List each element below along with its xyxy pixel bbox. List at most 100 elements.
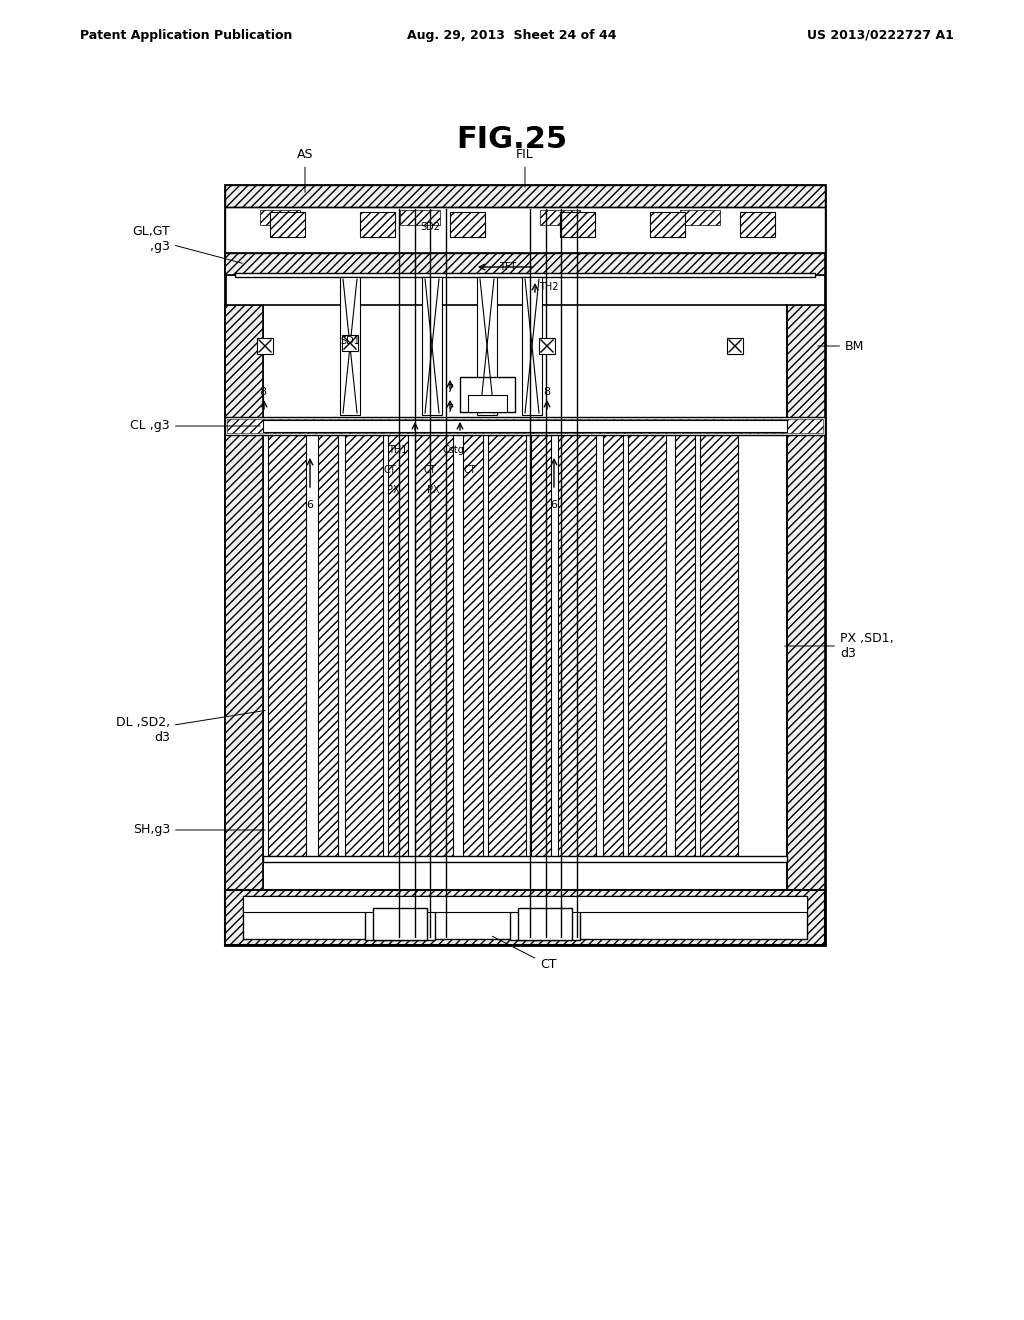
Bar: [488, 436, 526, 855]
Bar: [243, 896, 807, 939]
Bar: [345, 436, 383, 855]
Text: TH1: TH1: [388, 445, 408, 455]
Bar: [365, 900, 435, 940]
Bar: [603, 436, 623, 855]
Text: 7: 7: [446, 384, 454, 393]
Text: PX: PX: [387, 484, 399, 495]
Bar: [539, 338, 555, 354]
Bar: [225, 253, 825, 275]
Bar: [488, 436, 526, 855]
Bar: [340, 277, 360, 414]
Bar: [740, 213, 775, 238]
Bar: [675, 436, 695, 855]
Bar: [787, 305, 825, 890]
Bar: [225, 185, 825, 207]
Bar: [560, 213, 595, 238]
Bar: [263, 855, 787, 862]
Text: SD2: SD2: [420, 222, 440, 232]
Bar: [270, 213, 305, 238]
Bar: [680, 210, 720, 224]
Bar: [700, 436, 738, 855]
Bar: [225, 185, 825, 207]
Bar: [243, 896, 807, 912]
Bar: [400, 210, 440, 224]
Bar: [415, 436, 453, 855]
Text: CT: CT: [493, 936, 556, 972]
Bar: [560, 213, 595, 238]
Text: CL ,g3: CL ,g3: [130, 420, 260, 433]
Bar: [675, 436, 695, 855]
Bar: [373, 908, 427, 940]
Bar: [422, 277, 442, 414]
Bar: [263, 420, 787, 432]
Bar: [270, 213, 305, 238]
Text: TFT: TFT: [500, 261, 517, 272]
Text: CT: CT: [384, 465, 396, 475]
Text: TH2: TH2: [540, 282, 559, 292]
Bar: [227, 418, 823, 433]
Text: 8: 8: [544, 387, 551, 397]
Bar: [740, 213, 775, 238]
Bar: [225, 890, 825, 945]
Bar: [558, 436, 596, 855]
Bar: [225, 305, 263, 890]
Bar: [360, 213, 395, 238]
Bar: [650, 213, 685, 238]
Bar: [268, 436, 306, 855]
Bar: [263, 305, 787, 890]
Bar: [415, 436, 453, 855]
Text: 6: 6: [306, 500, 313, 510]
Text: PX: PX: [427, 484, 439, 495]
Bar: [650, 213, 685, 238]
Bar: [234, 273, 815, 277]
Text: Aug. 29, 2013  Sheet 24 of 44: Aug. 29, 2013 Sheet 24 of 44: [408, 29, 616, 41]
Bar: [225, 417, 825, 436]
Bar: [345, 436, 383, 855]
Bar: [388, 436, 408, 855]
Text: BM: BM: [818, 339, 864, 352]
Bar: [318, 436, 338, 855]
Bar: [318, 436, 338, 855]
Text: FIG.25: FIG.25: [457, 125, 567, 154]
Text: PX ,SD1,
d3: PX ,SD1, d3: [784, 632, 894, 660]
Bar: [531, 436, 551, 855]
Bar: [603, 436, 623, 855]
Bar: [463, 436, 483, 855]
Bar: [463, 436, 483, 855]
Bar: [558, 436, 596, 855]
Bar: [257, 338, 273, 354]
Text: FIL: FIL: [516, 149, 534, 187]
Bar: [628, 436, 666, 855]
Bar: [477, 277, 497, 414]
Text: CT: CT: [424, 465, 436, 475]
Bar: [260, 210, 300, 224]
Text: 6: 6: [551, 500, 557, 510]
Text: SH,g3: SH,g3: [133, 824, 265, 837]
Text: AS: AS: [297, 149, 313, 193]
Bar: [468, 395, 507, 412]
Bar: [268, 436, 306, 855]
Bar: [531, 436, 551, 855]
Bar: [518, 908, 572, 940]
Bar: [225, 253, 825, 275]
Bar: [540, 210, 580, 224]
Text: 7: 7: [446, 404, 454, 414]
Text: GL,GT
,g3: GL,GT ,g3: [132, 224, 243, 263]
Bar: [787, 305, 825, 890]
Bar: [342, 335, 358, 351]
Bar: [628, 436, 666, 855]
Bar: [360, 213, 395, 238]
Text: CT: CT: [464, 465, 476, 475]
Text: US 2013/0222727 A1: US 2013/0222727 A1: [807, 29, 953, 41]
Bar: [450, 213, 485, 238]
Bar: [727, 338, 743, 354]
Bar: [700, 436, 738, 855]
Bar: [225, 305, 263, 890]
Text: Cstg: Cstg: [442, 445, 464, 455]
Bar: [225, 207, 825, 253]
Text: Patent Application Publication: Patent Application Publication: [80, 29, 293, 41]
Bar: [510, 900, 580, 940]
Bar: [450, 213, 485, 238]
Text: DL ,SD2,
d3: DL ,SD2, d3: [116, 710, 265, 744]
Bar: [388, 436, 408, 855]
